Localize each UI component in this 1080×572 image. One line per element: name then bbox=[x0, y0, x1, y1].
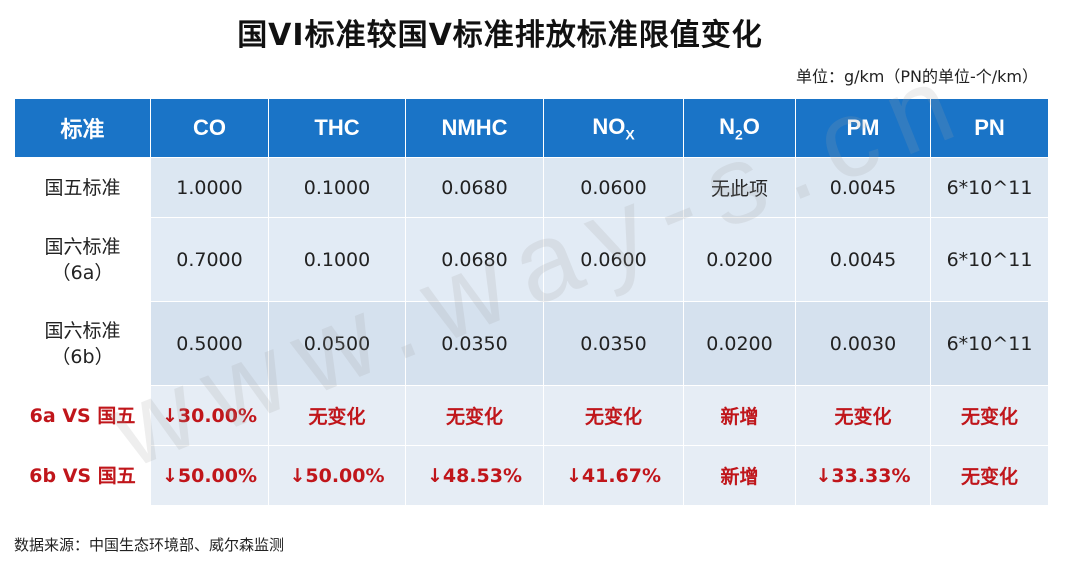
table-cell: 新增 bbox=[683, 445, 796, 506]
row-label-line1: 国五标准 bbox=[44, 176, 121, 199]
header-nox-sub: X bbox=[625, 126, 635, 143]
header-n2o-post: O bbox=[742, 113, 760, 139]
row-label: 国六标准 （6a） bbox=[14, 217, 151, 302]
header-nox-main: NO bbox=[592, 113, 626, 139]
table-cell: 0.0045 bbox=[795, 217, 931, 302]
table-cell: 0.1000 bbox=[268, 157, 406, 218]
table-cell: 6*10^11 bbox=[930, 157, 1049, 218]
header-thc: THC bbox=[268, 98, 406, 158]
header-pm: PM bbox=[795, 98, 931, 158]
table-cell: ↓48.53% bbox=[405, 445, 544, 506]
table-cell: ↓50.00% bbox=[268, 445, 406, 506]
header-nmhc: NMHC bbox=[405, 98, 544, 158]
table-cell: 新增 bbox=[683, 385, 796, 446]
table-row: 国五标准 1.0000 0.1000 0.0680 0.0600 无此项 0.0… bbox=[14, 157, 1049, 218]
emission-table: 标准 CO THC NMHC NOX N2O PM PN 国五标准 1.0000… bbox=[14, 98, 1049, 506]
data-source: 数据来源：中国生态环境部、威尔森监测 bbox=[14, 536, 285, 554]
table-cell: 0.0350 bbox=[543, 301, 684, 386]
table-cell: ↓50.00% bbox=[150, 445, 269, 506]
header-co: CO bbox=[150, 98, 269, 158]
table-cell: 无变化 bbox=[795, 385, 931, 446]
table-cell: 无变化 bbox=[930, 445, 1049, 506]
table-cell: 无此项 bbox=[683, 157, 796, 218]
table-cell: 无变化 bbox=[405, 385, 544, 446]
page-title: 国VI标准较国V标准排放标准限值变化 bbox=[237, 18, 763, 53]
table-cell: 0.0600 bbox=[543, 217, 684, 302]
unit-note: 单位：g/km（PN的单位-个/km） bbox=[795, 67, 1038, 86]
row-label: 6a VS 国五 bbox=[14, 385, 151, 446]
row-label-line2: （6b） bbox=[51, 345, 114, 368]
header-n2o-sub: 2 bbox=[734, 126, 743, 143]
table-row-comparison: 6a VS 国五 ↓30.00% 无变化 无变化 无变化 新增 无变化 无变化 bbox=[14, 385, 1049, 446]
header-standard: 标准 bbox=[14, 98, 151, 158]
row-label: 国五标准 bbox=[14, 157, 151, 218]
table-cell: 6*10^11 bbox=[930, 217, 1049, 302]
row-label-line2: （6a） bbox=[51, 261, 114, 284]
table-cell: ↓30.00% bbox=[150, 385, 269, 446]
row-label-line1: 国六标准 bbox=[44, 319, 121, 342]
table-header-row: 标准 CO THC NMHC NOX N2O PM PN bbox=[14, 98, 1049, 158]
row-label-line1: 国六标准 bbox=[44, 235, 121, 258]
row-label: 国六标准 （6b） bbox=[14, 301, 151, 386]
header-nox: NOX bbox=[543, 98, 684, 158]
header-pn: PN bbox=[930, 98, 1049, 158]
table-cell: 0.0680 bbox=[405, 157, 544, 218]
table-cell: 0.0600 bbox=[543, 157, 684, 218]
table-row-comparison: 6b VS 国五 ↓50.00% ↓50.00% ↓48.53% ↓41.67%… bbox=[14, 445, 1049, 506]
table-cell: 无变化 bbox=[543, 385, 684, 446]
table-cell: 0.0200 bbox=[683, 301, 796, 386]
header-n2o: N2O bbox=[683, 98, 796, 158]
table-cell: 0.5000 bbox=[150, 301, 269, 386]
table-cell: 6*10^11 bbox=[930, 301, 1049, 386]
table-cell: 0.1000 bbox=[268, 217, 406, 302]
table-cell: 0.0350 bbox=[405, 301, 544, 386]
table-cell: 1.0000 bbox=[150, 157, 269, 218]
table-cell: 0.0200 bbox=[683, 217, 796, 302]
table-cell: 0.0500 bbox=[268, 301, 406, 386]
table-cell: 无变化 bbox=[268, 385, 406, 446]
table-cell: 0.0030 bbox=[795, 301, 931, 386]
table-cell: 0.0680 bbox=[405, 217, 544, 302]
row-label: 6b VS 国五 bbox=[14, 445, 151, 506]
table-cell: 0.0045 bbox=[795, 157, 931, 218]
table-cell: ↓33.33% bbox=[795, 445, 931, 506]
header-n2o-pre: N bbox=[719, 113, 735, 139]
table-cell: 无变化 bbox=[930, 385, 1049, 446]
table-row: 国六标准 （6b） 0.5000 0.0500 0.0350 0.0350 0.0… bbox=[14, 301, 1049, 386]
table-row: 国六标准 （6a） 0.7000 0.1000 0.0680 0.0600 0.0… bbox=[14, 217, 1049, 302]
table-cell: ↓41.67% bbox=[543, 445, 684, 506]
table-cell: 0.7000 bbox=[150, 217, 269, 302]
